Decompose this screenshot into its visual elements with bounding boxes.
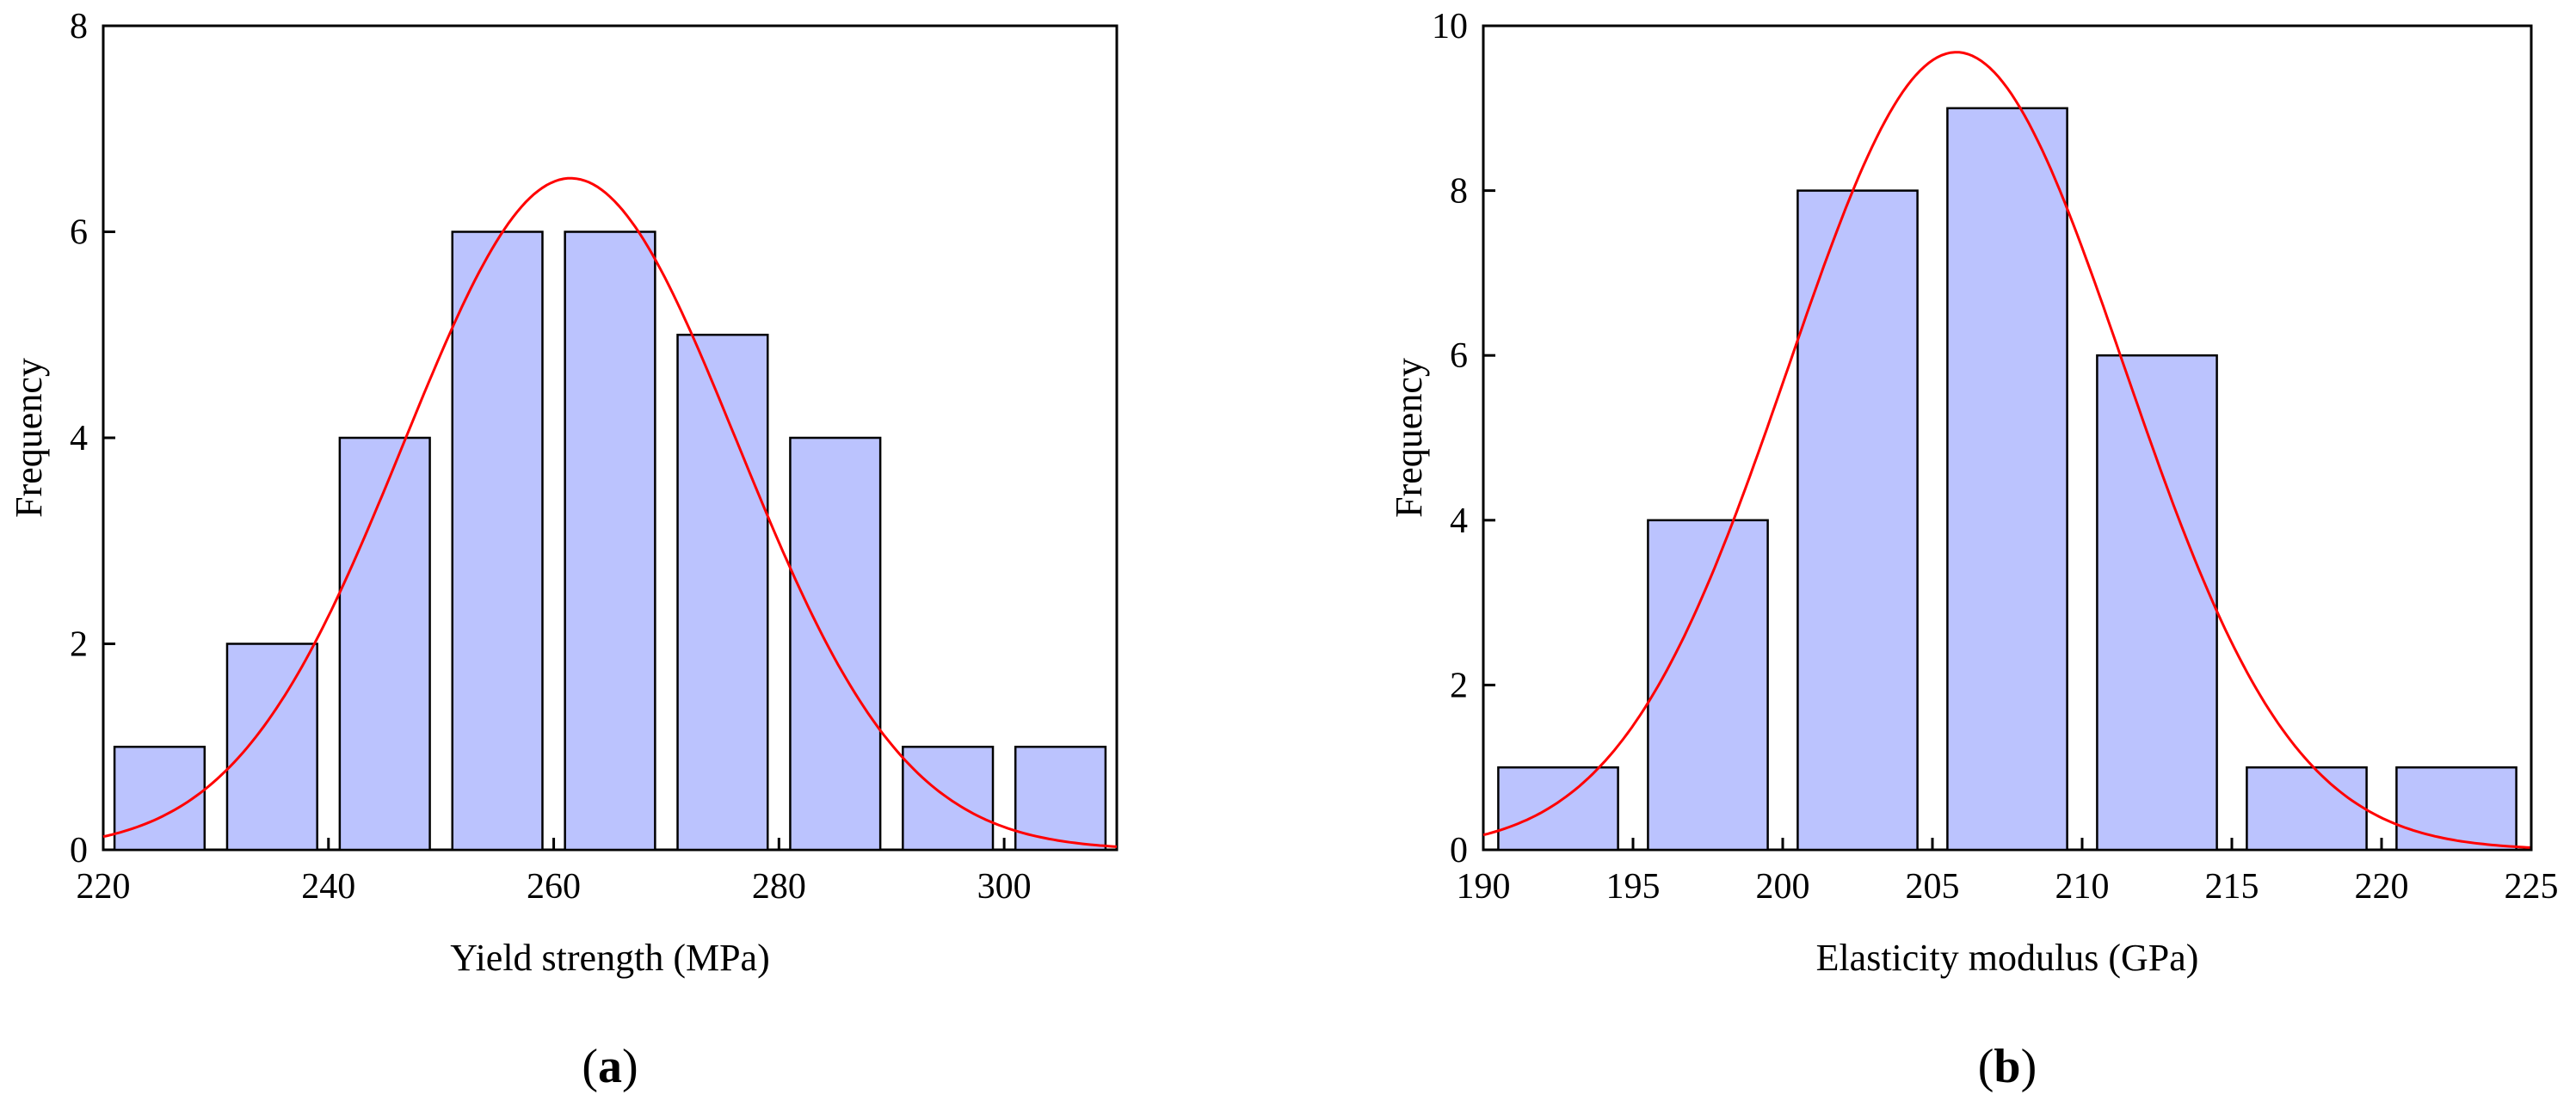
histogram-bar-4 — [1946, 107, 2068, 852]
y-tick-label: 0 — [1450, 831, 1468, 870]
y-tick-label: 2 — [1450, 666, 1468, 705]
histogram-bar-7 — [2395, 766, 2517, 852]
histogram-bar-5 — [564, 231, 656, 852]
y-tick-label: 8 — [70, 7, 88, 46]
y-tick-label: 4 — [1450, 501, 1468, 541]
panel-label: (a) — [582, 1040, 638, 1093]
histogram-bar-3 — [1796, 189, 1919, 852]
y-tick-label: 2 — [70, 625, 88, 665]
y-axis-ticks: 0 2 4 6 8 — [70, 7, 115, 870]
x-tick-label: 215 — [2205, 867, 2259, 907]
x-tick-label: 260 — [527, 867, 581, 907]
x-tick-label: 205 — [1906, 867, 1960, 907]
histogram-bars — [113, 231, 1107, 852]
x-axis-title: Yield strength (MPa) — [450, 937, 770, 979]
histogram-bar-2 — [1647, 519, 1769, 852]
x-tick-label: 300 — [977, 867, 1032, 907]
y-tick-label: 4 — [70, 419, 88, 458]
y-axis-title: Frequency — [1388, 358, 1430, 518]
y-tick-label: 0 — [70, 831, 88, 870]
y-tick-label: 6 — [1450, 336, 1468, 376]
histogram-bar-2 — [225, 643, 318, 852]
y-axis-title: Frequency — [8, 358, 50, 518]
histogram-bars — [1497, 107, 2517, 852]
y-tick-label: 8 — [1450, 172, 1468, 212]
x-tick-label: 210 — [2055, 867, 2110, 907]
panel-letter: b — [1994, 1040, 2020, 1093]
x-tick-label: 225 — [2505, 867, 2559, 907]
x-axis-title: Elasticity modulus (GPa) — [1816, 937, 2199, 979]
histogram-bar-6 — [676, 334, 769, 852]
histogram-bar-1 — [1497, 766, 1619, 852]
x-axis-ticks: 220 240 260 280 300 — [77, 838, 1032, 907]
x-tick-label: 220 — [77, 867, 131, 907]
histogram-bar-1 — [113, 746, 206, 852]
histogram-bar-6 — [2246, 766, 2368, 852]
x-tick-label: 280 — [752, 867, 806, 907]
normal-fit-curve — [102, 176, 1118, 848]
histogram-bar-4 — [451, 231, 544, 852]
panel-letter: a — [598, 1040, 622, 1093]
histogram-bar-7 — [789, 436, 882, 852]
y-axis-ticks: 0 2 4 6 8 10 — [1432, 7, 1495, 870]
histogram-bar-3 — [338, 436, 431, 852]
histogram-bar-9 — [1014, 746, 1107, 852]
histogram-bar-5 — [2096, 354, 2218, 852]
panel-label: (b) — [1978, 1040, 2037, 1093]
x-tick-label: 240 — [301, 867, 355, 907]
normal-fit-curve — [1482, 51, 2532, 849]
x-tick-label: 200 — [1756, 867, 1810, 907]
x-axis-ticks: 190 195 200 205 210 215 220 225 — [1457, 838, 2559, 907]
yield-strength-histogram: 220 240 260 280 300 0 2 4 6 8 Yield strength (MP… — [8, 7, 1119, 1093]
x-tick-label: 190 — [1457, 867, 1511, 907]
x-tick-label: 195 — [1606, 867, 1661, 907]
elasticity-modulus-histogram: 190 195 200 205 210 215 220 225 0 2 4 6 8 10 Elastic… — [1388, 7, 2559, 1093]
y-tick-label: 10 — [1432, 7, 1468, 46]
x-tick-label: 220 — [2355, 867, 2409, 907]
y-tick-label: 6 — [70, 213, 88, 253]
